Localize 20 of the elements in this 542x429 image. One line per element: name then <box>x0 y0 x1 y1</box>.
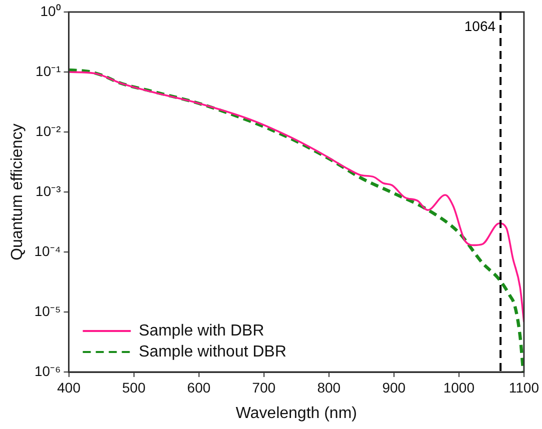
x-tick-label: 400 <box>57 379 81 396</box>
x-tick-label: 500 <box>122 379 146 396</box>
x-axis-title: Wavelength (nm) <box>236 404 357 422</box>
legend-label: Sample without DBR <box>138 343 286 360</box>
x-tick-label: 1100 <box>508 379 540 396</box>
x-tick-label: 900 <box>382 379 406 396</box>
ref-line-label: 1064 <box>464 18 496 34</box>
x-tick-label: 600 <box>187 379 211 396</box>
y-tick-label: 10⁻⁴ <box>34 242 61 259</box>
x-tick-label: 800 <box>317 379 341 396</box>
x-tick-label: 700 <box>252 379 276 396</box>
legend-label: Sample with DBR <box>138 322 264 340</box>
y-tick-label: 10⁻² <box>36 122 62 139</box>
y-axis-title: Quantum efficiency <box>9 124 26 260</box>
y-tick-label: 10⁻⁶ <box>34 362 61 379</box>
y-tick-label: 10⁰ <box>40 2 61 19</box>
y-tick-label: 10⁻¹ <box>36 62 62 79</box>
x-tick-label: 1000 <box>443 379 475 396</box>
y-tick-label: 10⁻⁵ <box>34 302 61 319</box>
y-tick-label: 10⁻³ <box>36 182 62 199</box>
